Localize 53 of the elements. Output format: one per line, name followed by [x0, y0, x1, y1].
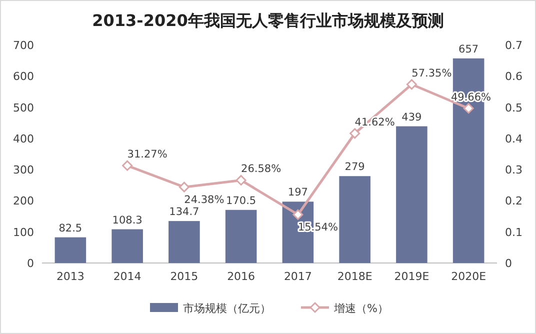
data-label: 82.5	[58, 222, 82, 234]
point	[236, 174, 246, 186]
bar	[225, 210, 257, 263]
y2-tick-label: 0.2	[505, 194, 522, 208]
x-tick-label: 2018E	[337, 270, 372, 283]
data-label: 57.35%	[412, 67, 452, 80]
point	[178, 182, 190, 192]
data-label: 197	[288, 186, 308, 199]
data-label: 657	[458, 43, 479, 56]
legend-label: 增速（%）	[333, 302, 388, 315]
point	[463, 103, 474, 114]
point	[122, 160, 133, 171]
data-label: 170.5	[226, 194, 256, 207]
y-tick-label: 400	[13, 132, 34, 146]
data-label: 134.7	[169, 206, 200, 218]
y2-tick-label: 0.7	[505, 39, 522, 52]
y-tick-label: 100	[13, 226, 34, 239]
x-tick-label: 2016	[227, 270, 256, 283]
y2-tick-label: 0.3	[505, 164, 522, 177]
data-label: 31.27%	[127, 148, 168, 161]
data-label: 41.62%	[354, 116, 395, 128]
point	[406, 79, 417, 90]
y2-tick-label: 0.6	[505, 70, 522, 84]
data-label: 279	[344, 161, 365, 174]
bar	[54, 237, 86, 263]
bar	[339, 176, 370, 263]
point	[350, 128, 360, 139]
data-label: 26.58%	[241, 163, 282, 176]
chart-title: 2013-2020年我国无人零售行业市场规模及预测	[92, 11, 444, 30]
data-label: 439	[402, 111, 422, 124]
y2-tick-label: 0.5	[505, 101, 522, 114]
bar	[112, 229, 143, 263]
y-tick-label: 500	[13, 101, 34, 114]
y2-tick-label: 0.1	[505, 226, 522, 239]
y2-tick-label: 0.4	[505, 132, 522, 146]
x-tick-label: 2013	[56, 270, 84, 283]
y2-tick-label: 0	[505, 257, 512, 270]
y-tick-label: 200	[13, 194, 34, 208]
x-tick-label: 2019E	[394, 270, 430, 283]
y-tick-label: 300	[13, 164, 34, 177]
y-tick-label: 0	[27, 257, 34, 270]
legend-label: 市场规模（亿元）	[183, 302, 271, 315]
x-tick-label: 2015	[170, 270, 198, 283]
point	[292, 209, 304, 220]
x-tick-label: 2017	[284, 270, 312, 283]
x-tick-label: 2020E	[451, 270, 486, 283]
x-tick-label: 2014	[113, 270, 142, 283]
bar	[168, 221, 200, 263]
y-tick-label: 700	[13, 39, 34, 52]
bar	[396, 126, 428, 263]
data-label: 108.3	[112, 214, 142, 226]
data-label: 24.38%	[184, 194, 224, 206]
y-tick-label: 600	[13, 70, 34, 84]
